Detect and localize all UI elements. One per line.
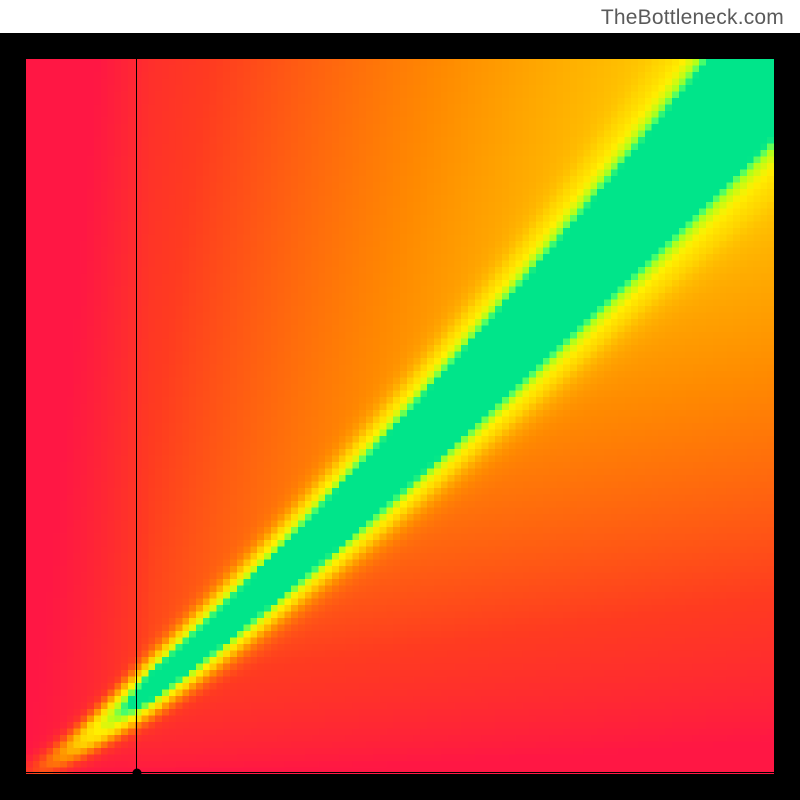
frame-bottom (0, 774, 800, 800)
frame-top (0, 33, 800, 59)
chart-container: { "watermark": { "text": "TheBottleneck.… (0, 0, 800, 800)
watermark-text: TheBottleneck.com (601, 6, 784, 30)
frame-right (774, 33, 800, 800)
crosshair-marker (132, 768, 141, 777)
crosshair-vertical (136, 59, 137, 774)
frame-left (0, 33, 26, 800)
bottleneck-heatmap (26, 59, 774, 774)
